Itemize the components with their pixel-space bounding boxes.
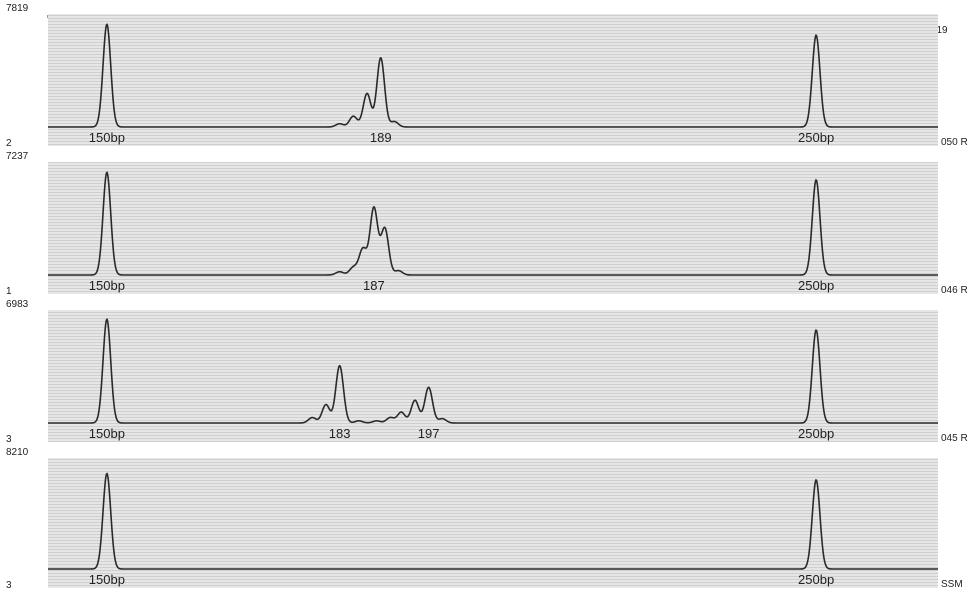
peak-label: 197	[418, 426, 440, 441]
peak-label: 250bp	[798, 130, 834, 145]
y-min-label: 3	[6, 434, 12, 445]
peak-label: 250bp	[798, 426, 834, 441]
y-min-label: 1	[6, 286, 12, 297]
peak-label: 189	[370, 130, 392, 145]
trace-panels: 150bp 189 250bp 7819 2 050 R 150bp 187 250bp 7237…	[6, 3, 968, 590]
peak-label: 150bp	[89, 572, 125, 587]
signal-trace	[48, 317, 938, 424]
sample-label: 050 R	[941, 137, 968, 148]
panel-background	[48, 162, 938, 294]
trace-panel: 150bp 189 250bp 7819 2 050 R	[6, 3, 968, 149]
panel-background	[48, 14, 938, 146]
top-axis-tick-label: 19	[936, 25, 948, 36]
sample-label: SSM	[941, 579, 963, 590]
peak-label: 150bp	[89, 278, 125, 293]
y-max-label: 7819	[6, 3, 29, 14]
sample-label: 045 R	[941, 433, 968, 444]
peak-label: 150bp	[89, 426, 125, 441]
y-max-label: 7237	[6, 151, 29, 162]
peak-label: 250bp	[798, 572, 834, 587]
peak-label: 187	[363, 278, 385, 293]
y-min-label: 3	[6, 580, 12, 590]
peak-label: 250bp	[798, 278, 834, 293]
panel-background	[48, 458, 938, 588]
y-max-label: 6983	[6, 299, 29, 310]
signal-trace	[48, 472, 938, 570]
trace-panel: 150bp 183 197 250bp 6983 3 045 R	[6, 299, 968, 445]
sample-label: 046 R	[941, 285, 968, 296]
y-min-label: 2	[6, 138, 12, 149]
y-max-label: 8210	[6, 447, 29, 458]
signal-trace	[48, 23, 938, 128]
trace-panel: 150bp 187 250bp 7237 1 046 R	[6, 151, 968, 297]
peak-label: 150bp	[89, 130, 125, 145]
signal-trace	[48, 171, 938, 276]
panel-background	[48, 310, 938, 442]
peak-label: 183	[329, 426, 351, 441]
trace-panel: 150bp 250bp 8210 3 SSM	[6, 447, 963, 590]
